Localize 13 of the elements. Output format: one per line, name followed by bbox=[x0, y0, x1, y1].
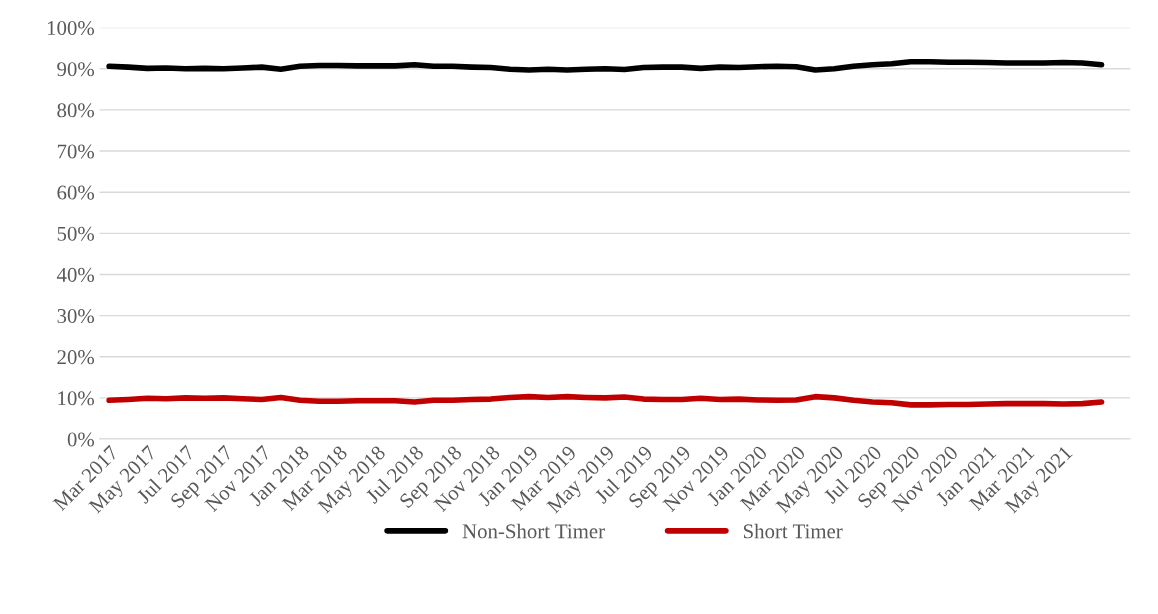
legend-label: Non-Short Timer bbox=[462, 523, 605, 539]
y-tick-label: 50% bbox=[57, 226, 95, 241]
y-tick-label: 90% bbox=[57, 62, 95, 77]
y-tick-label: 0% bbox=[67, 432, 95, 447]
y-tick-label: 100% bbox=[47, 21, 95, 36]
y-tick-label: 60% bbox=[57, 185, 95, 200]
y-tick-label: 80% bbox=[57, 103, 95, 118]
y-tick-label: 70% bbox=[57, 144, 95, 159]
y-tick-label: 20% bbox=[57, 350, 95, 365]
y-tick-label: 10% bbox=[58, 391, 95, 406]
y-tick-label: 30% bbox=[57, 308, 95, 324]
legend-label: Short Timer bbox=[743, 523, 843, 539]
y-tick-label: 40% bbox=[56, 267, 95, 282]
